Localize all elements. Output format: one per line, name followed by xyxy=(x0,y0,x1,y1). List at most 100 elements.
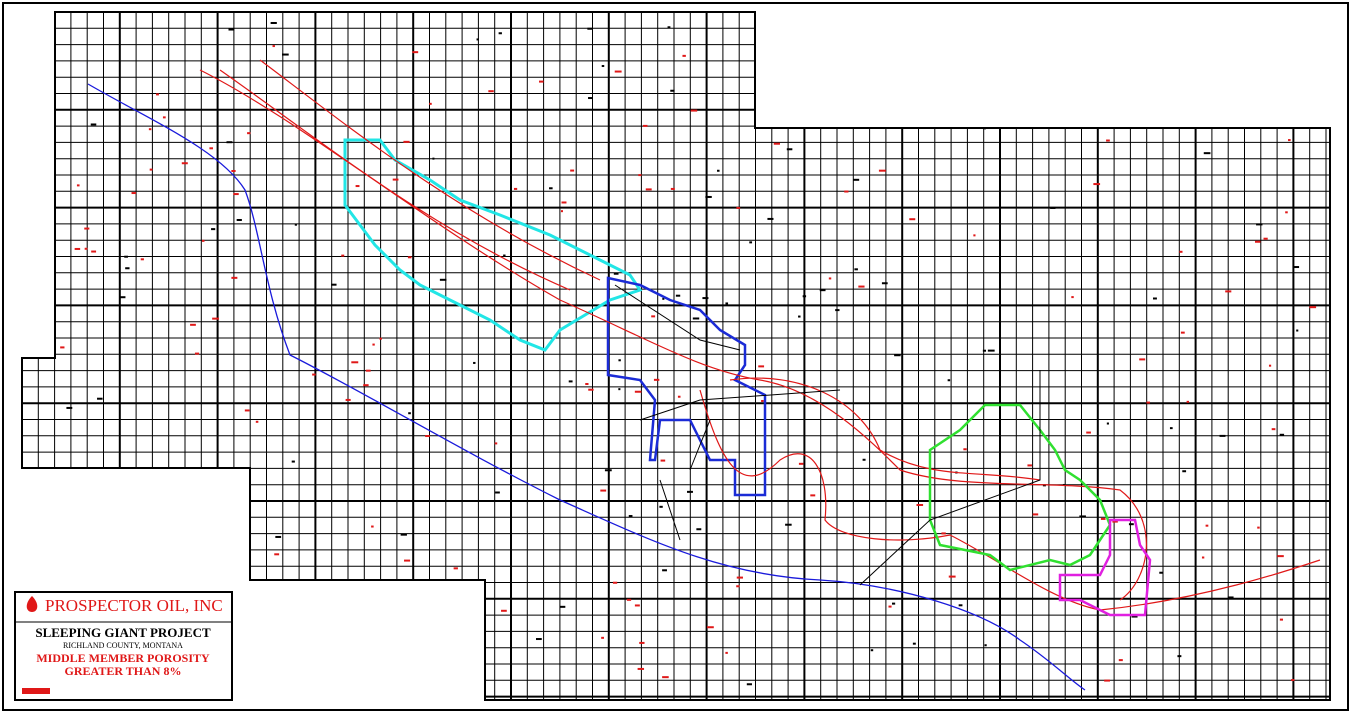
well-dot xyxy=(1280,434,1284,436)
well-dot xyxy=(331,284,336,286)
well-dot xyxy=(1225,290,1231,292)
well-dot xyxy=(643,125,647,127)
well-dot xyxy=(983,350,986,352)
well-dot xyxy=(454,567,458,569)
well-dot xyxy=(1079,515,1086,517)
well-dot xyxy=(1272,428,1276,430)
well-dot xyxy=(725,302,728,304)
well-dot xyxy=(245,409,250,411)
well-dot xyxy=(1139,358,1145,360)
map: PROSPECTOR OIL, INC SLEEPING GIANT PROJE… xyxy=(0,0,1351,713)
well-dot xyxy=(702,297,708,299)
well-dot xyxy=(499,32,502,34)
well-dot xyxy=(190,324,196,326)
project-name: SLEEPING GIANT PROJECT xyxy=(35,625,211,640)
well-dot xyxy=(292,461,295,463)
well-dot xyxy=(404,560,410,562)
well-dot xyxy=(91,251,96,253)
well-dot xyxy=(948,379,950,381)
well-dot xyxy=(820,289,826,291)
well-dot xyxy=(1159,572,1163,574)
well-dot xyxy=(473,362,475,364)
well-dot xyxy=(163,116,166,118)
well-dot xyxy=(195,353,199,355)
well-dot xyxy=(1257,527,1259,529)
well-dot xyxy=(1153,297,1157,299)
well-dot xyxy=(736,207,740,209)
well-dot xyxy=(1170,427,1173,429)
well-dot xyxy=(707,626,714,628)
well-dot xyxy=(495,491,500,493)
well-dot xyxy=(120,296,125,298)
well-dot xyxy=(1291,679,1294,681)
well-dot xyxy=(282,54,289,56)
well-dot xyxy=(646,188,652,190)
company-name: PROSPECTOR OIL, INC xyxy=(45,596,223,615)
well-dot xyxy=(693,317,699,319)
well-dot xyxy=(882,282,888,284)
well-dot xyxy=(774,143,780,145)
well-dot xyxy=(654,379,659,381)
well-dot xyxy=(274,553,279,555)
well-dot xyxy=(798,316,800,318)
well-dot xyxy=(346,399,351,401)
well-dot xyxy=(717,170,720,172)
well-dot xyxy=(601,637,604,639)
well-dot xyxy=(671,188,675,190)
well-dot xyxy=(1106,140,1110,142)
well-dot xyxy=(614,273,619,275)
well-dot xyxy=(691,110,697,112)
well-dot xyxy=(1119,659,1123,661)
well-dot xyxy=(273,45,275,47)
well-dot xyxy=(372,344,374,346)
well-dot xyxy=(1277,555,1284,557)
well-dot xyxy=(587,28,592,30)
well-dot xyxy=(787,148,793,150)
well-dot xyxy=(231,170,235,172)
well-dot xyxy=(226,141,232,143)
well-dot xyxy=(182,162,188,164)
well-dot xyxy=(514,188,517,190)
well-dot xyxy=(275,536,281,538)
well-dot xyxy=(1296,330,1298,332)
well-dot xyxy=(629,515,633,517)
well-dot xyxy=(635,391,642,393)
legend-swatch xyxy=(22,688,50,694)
well-dot xyxy=(949,576,956,578)
well-dot xyxy=(1147,402,1150,404)
well-dot xyxy=(651,315,655,317)
well-dot xyxy=(477,38,479,40)
well-dot xyxy=(503,255,505,257)
well-dot xyxy=(1129,523,1134,525)
well-dot xyxy=(1181,332,1185,334)
well-dot xyxy=(1293,266,1299,268)
well-dot xyxy=(600,490,606,492)
well-dot xyxy=(1107,423,1109,425)
well-dot xyxy=(588,389,593,391)
well-dot xyxy=(1228,596,1234,598)
well-dot xyxy=(561,210,563,212)
well-dot xyxy=(570,170,574,172)
well-dot xyxy=(85,248,88,250)
well-dot xyxy=(256,421,259,423)
well-dot xyxy=(440,279,447,281)
well-dot xyxy=(963,448,966,450)
well-dot xyxy=(202,240,205,242)
well-dot xyxy=(233,193,238,195)
well-dot xyxy=(602,65,605,67)
well-dot xyxy=(231,277,237,279)
well-dot xyxy=(1220,435,1226,437)
well-dot xyxy=(149,128,151,130)
well-dot xyxy=(1177,655,1181,657)
well-dot xyxy=(351,361,358,363)
well-dot xyxy=(562,201,567,203)
well-dot xyxy=(132,192,136,194)
well-dot xyxy=(871,649,873,651)
well-dot xyxy=(125,267,129,269)
well-dot xyxy=(371,526,374,528)
well-dot xyxy=(141,258,144,260)
well-dot xyxy=(1264,238,1268,240)
well-dot xyxy=(1182,470,1186,472)
well-dot xyxy=(488,90,493,92)
well-dot xyxy=(913,643,916,645)
